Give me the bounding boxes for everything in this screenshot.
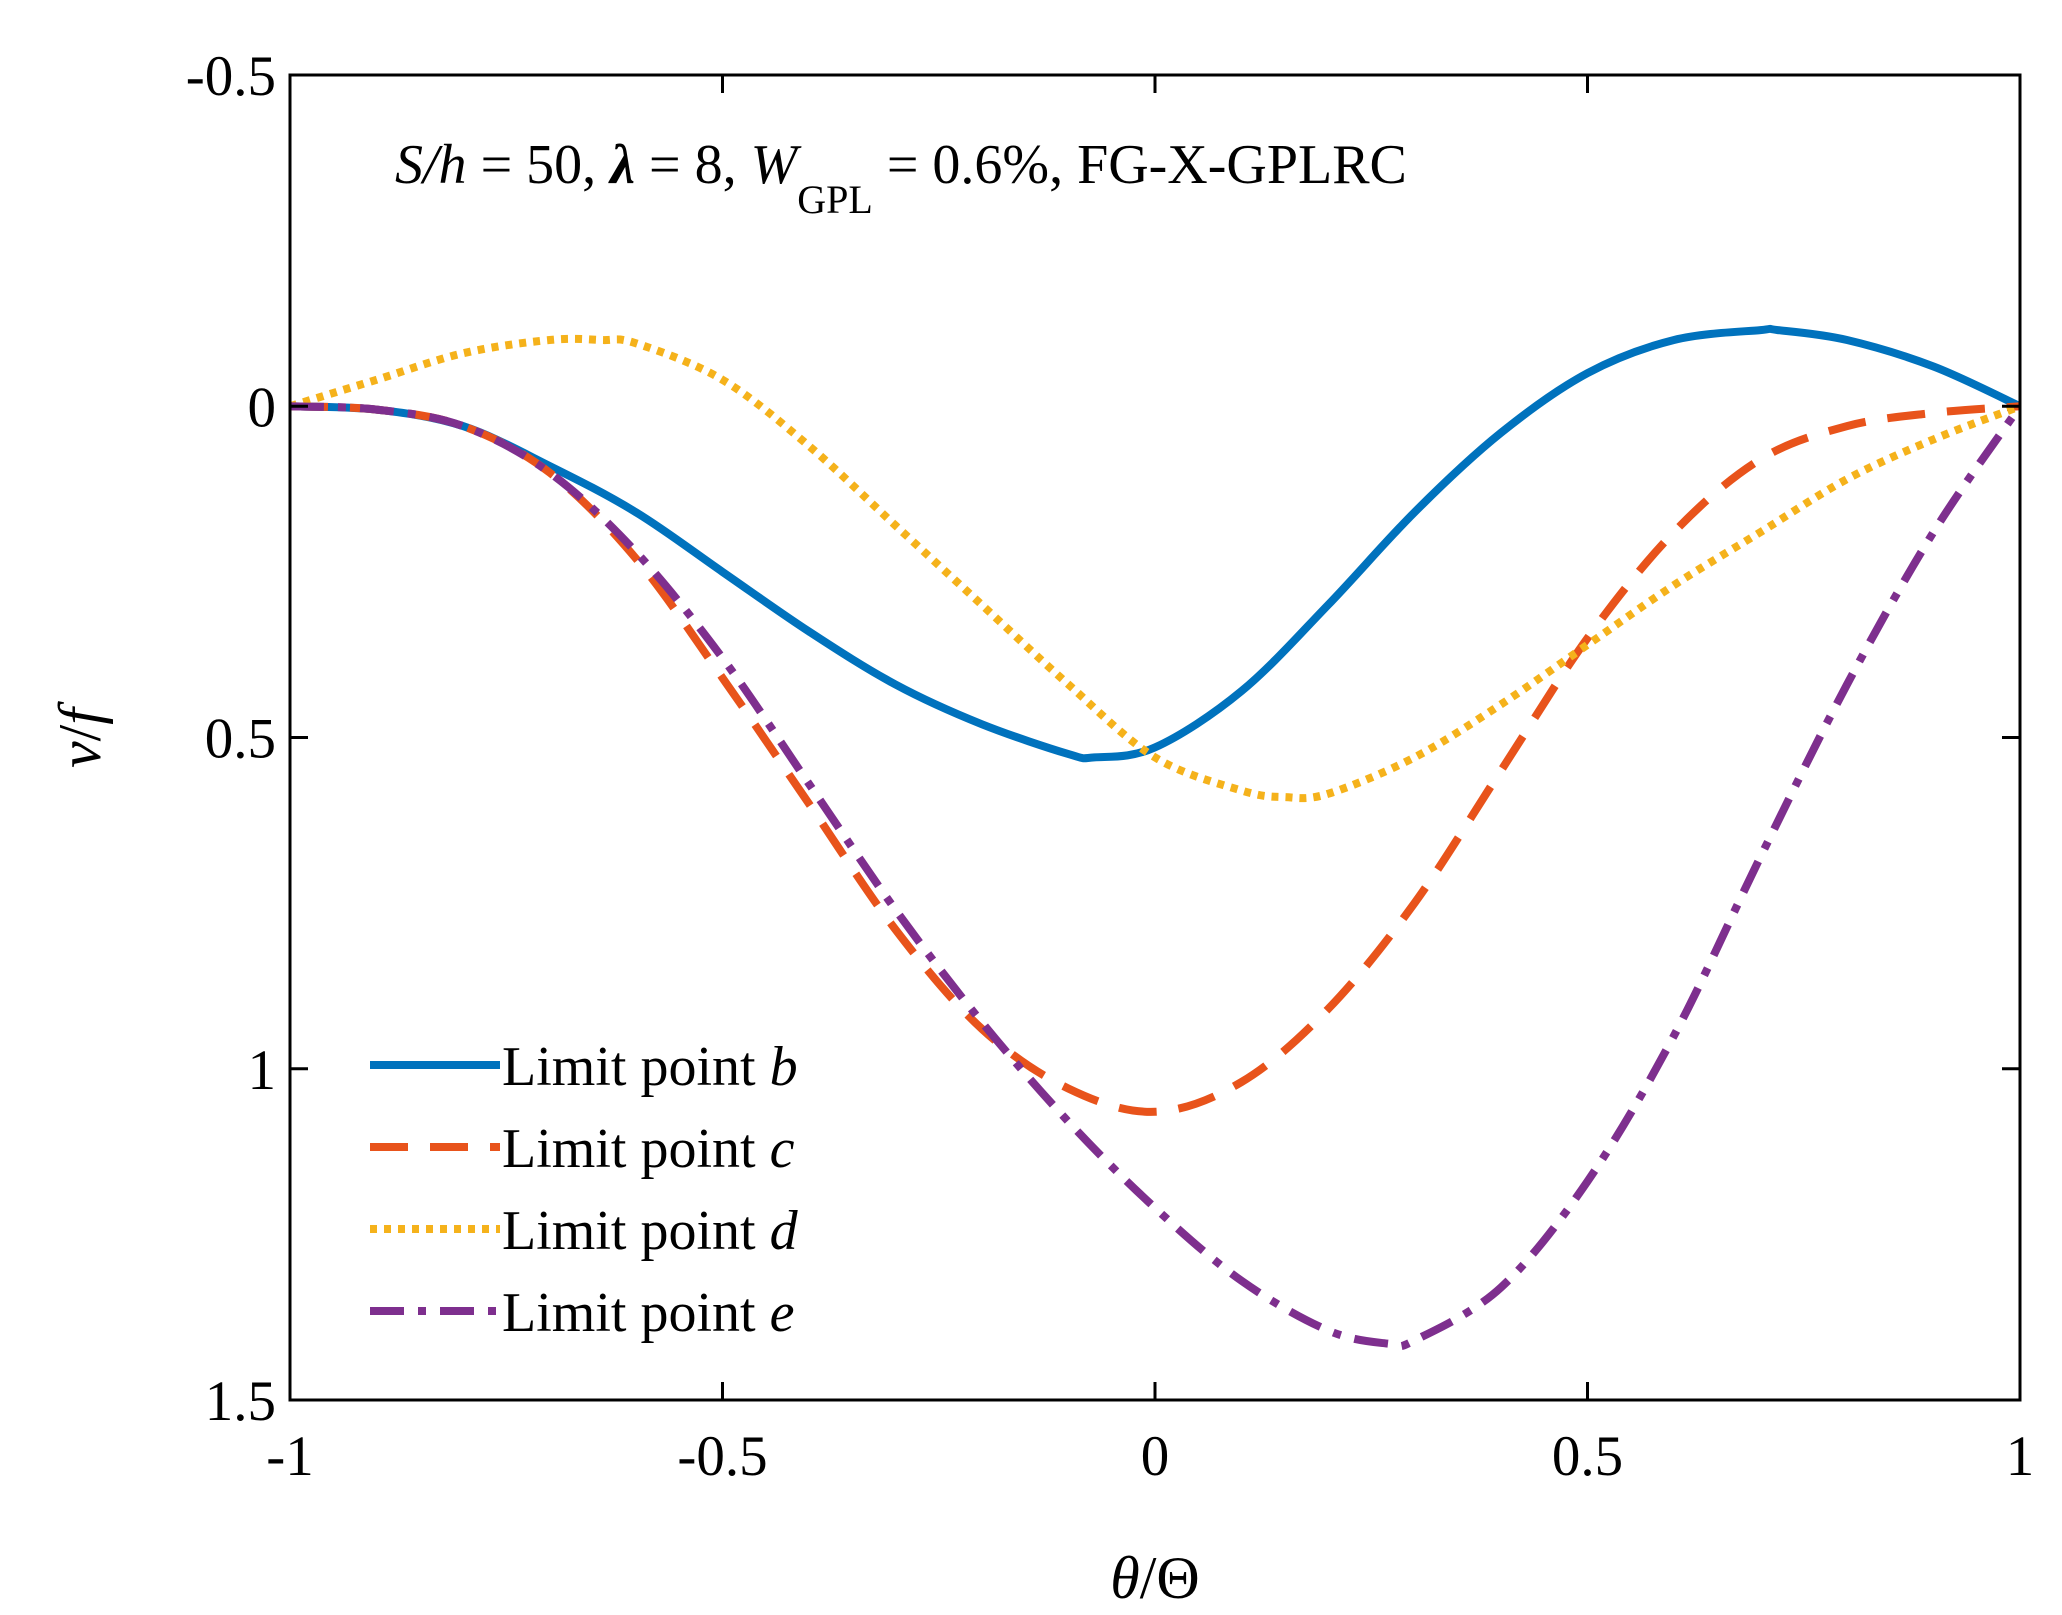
y-tick-label: 1 — [248, 1039, 277, 1102]
annot-lambda: λ — [608, 134, 635, 196]
series-line-d — [290, 334, 2020, 803]
annot-s-h: S/h — [395, 134, 467, 196]
x-tick-label: 0 — [1141, 1425, 1170, 1488]
legend-label-prefix: Limit point — [502, 1200, 770, 1262]
annot-w: W — [751, 134, 802, 196]
ticks-layer: -1 -0.5 0 0.5 1 -0.5 0 0.5 1 1.5 — [186, 45, 2034, 1488]
x-axis-label: θ/Θ — [1110, 1545, 1199, 1611]
series-layer — [290, 324, 2020, 1351]
legend-label-var: b — [770, 1036, 798, 1098]
legend-label-e: Limit point e — [502, 1282, 794, 1344]
x-tick-label: -0.5 — [677, 1425, 767, 1488]
y-tick-label: 0.5 — [205, 708, 276, 771]
x-axis-label-rest: /Θ — [1140, 1545, 1200, 1611]
y-tick-label: 0 — [248, 376, 277, 439]
y-tick-label: -0.5 — [186, 45, 276, 108]
series-line-e — [290, 402, 2020, 1351]
plot-frame — [288, 73, 2022, 1402]
y-axis-label: v/f — [47, 701, 113, 768]
legend-label-prefix: Limit point — [502, 1036, 770, 1098]
legend-label-d: Limit point d — [502, 1200, 799, 1262]
series-line-b — [290, 324, 2020, 763]
legend-label-b: Limit point b — [502, 1036, 798, 1098]
x-axis-label-theta: θ — [1110, 1545, 1139, 1611]
legend-label-var: e — [770, 1282, 795, 1344]
x-tick-label: 0.5 — [1552, 1425, 1623, 1488]
legend-label-var: d — [770, 1200, 799, 1262]
legend-label-c: Limit point c — [502, 1118, 795, 1180]
y-axis-label-f: f — [47, 701, 113, 725]
annot-w-value: = 0.6%, FG-X-GPLRC — [873, 134, 1407, 196]
y-axis-label-slash: / — [47, 724, 113, 741]
legend-label-var: c — [770, 1118, 795, 1180]
series-line-c — [290, 402, 2020, 1116]
annot-s-h-value: = 50, — [467, 134, 611, 196]
legend-label-prefix: Limit point — [502, 1118, 770, 1180]
y-axis-label-v: v — [47, 741, 113, 768]
annot-w-sub: GPL — [797, 177, 873, 222]
annot-lambda-value: = 8, — [635, 134, 751, 196]
x-tick-label: -1 — [266, 1425, 313, 1488]
y-tick-label: 1.5 — [205, 1370, 276, 1433]
legend-label-prefix: Limit point — [502, 1282, 770, 1344]
x-tick-label: 1 — [2006, 1425, 2035, 1488]
parameter-annotation: S/h = 50, λ = 8, WGPL = 0.6%, FG-X-GPLRC — [395, 134, 1407, 222]
